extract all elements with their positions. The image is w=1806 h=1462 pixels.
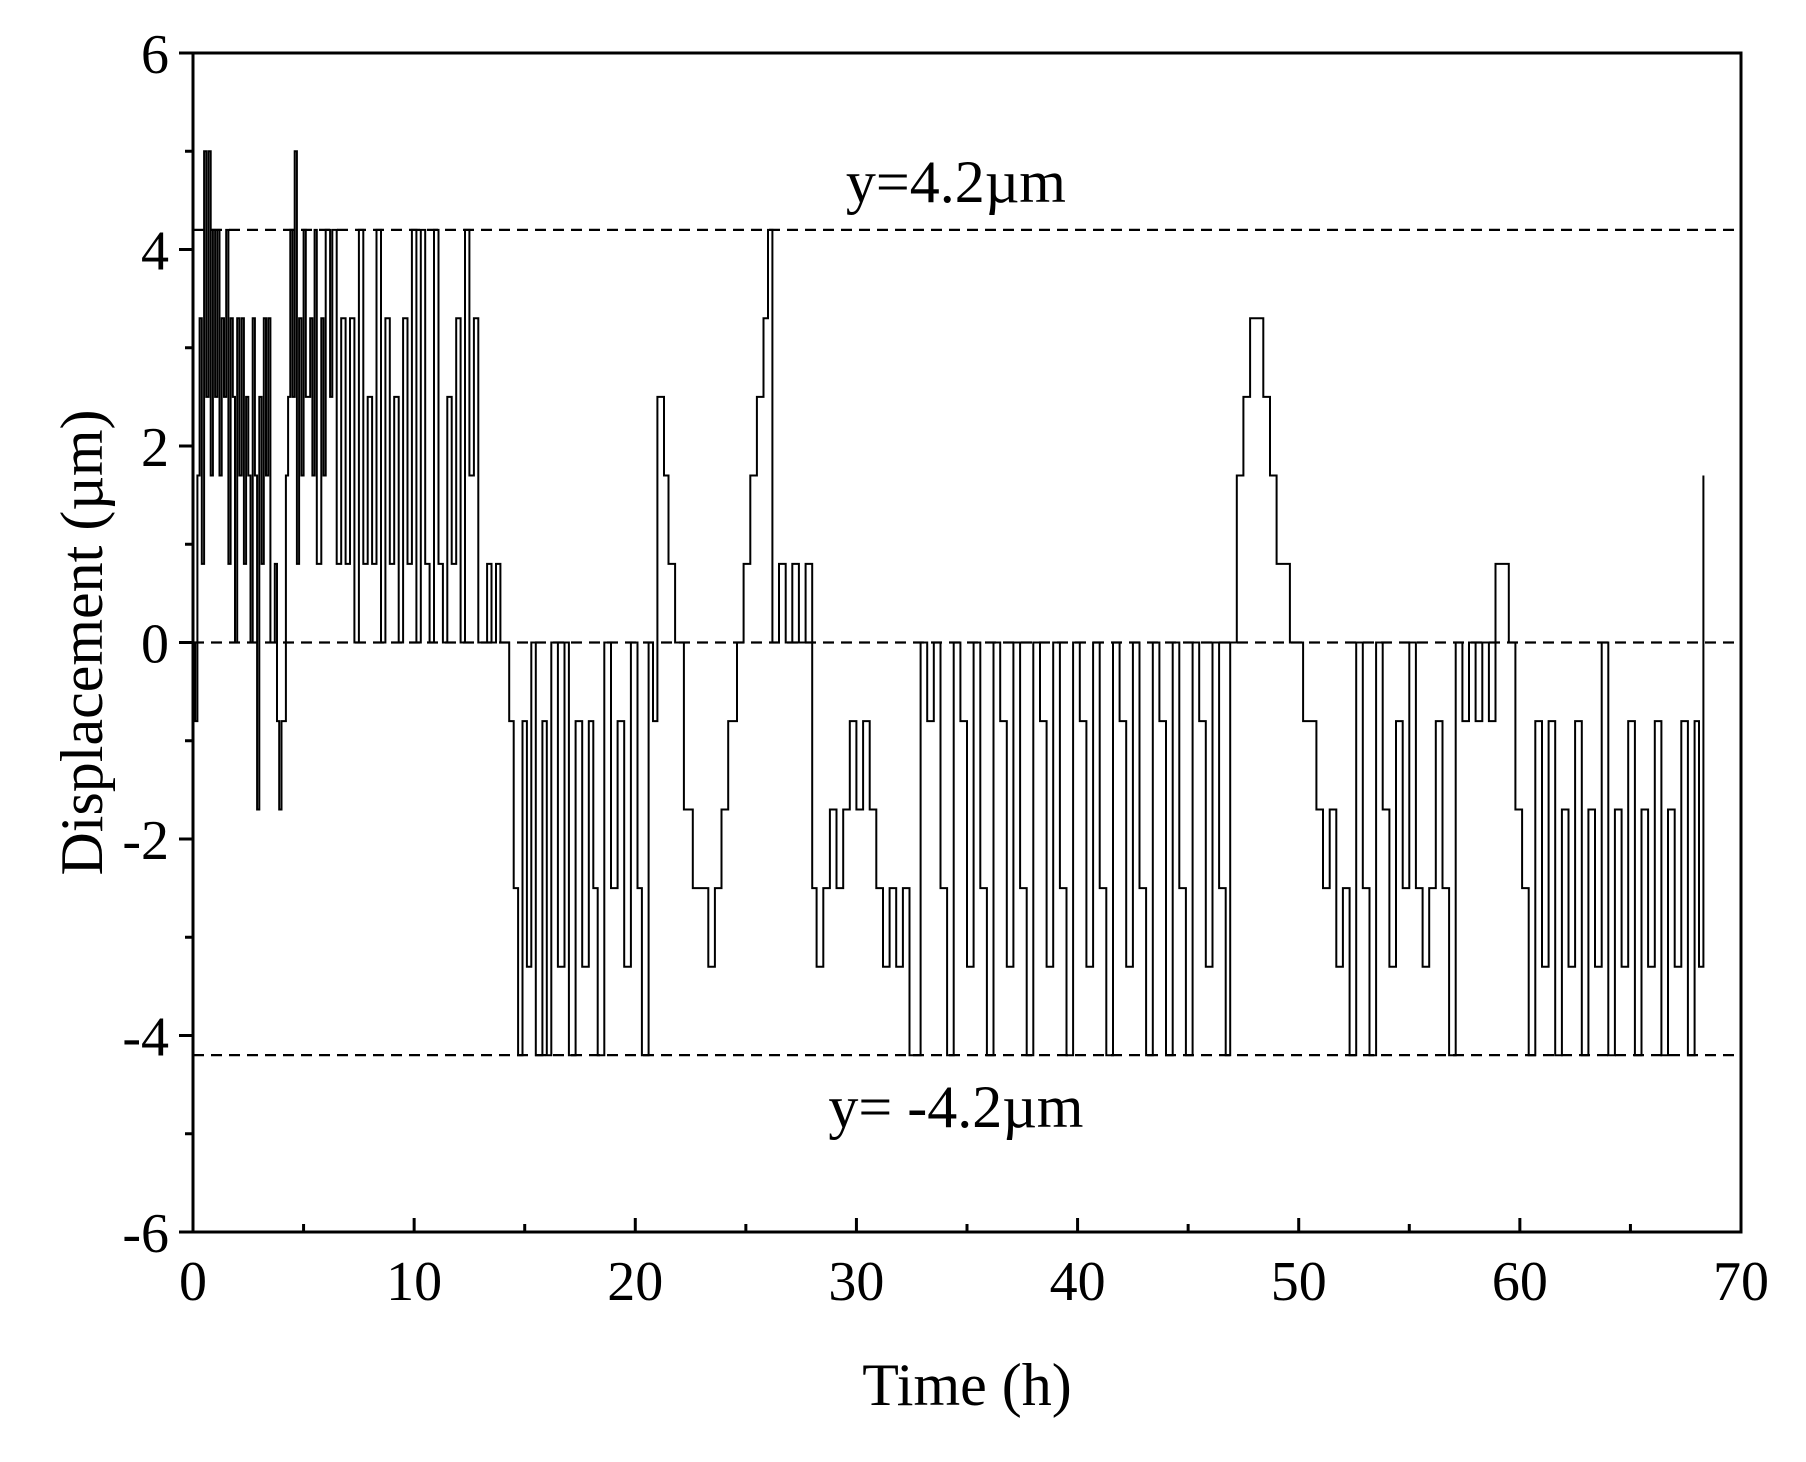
y-tick-label-6: 6 <box>141 24 169 86</box>
x-tick-label-50: 50 <box>1271 1251 1327 1313</box>
y-axis-title: Displacement (µm) <box>49 409 115 875</box>
x-tick-label-60: 60 <box>1492 1251 1548 1313</box>
reference-label-2: y= -4.2µm <box>828 1074 1083 1140</box>
y-tick-label-4: 4 <box>141 221 169 283</box>
series-group <box>193 150 1705 1057</box>
y-tick-label--6: -6 <box>122 1203 169 1265</box>
x-tick-label-20: 20 <box>607 1251 663 1313</box>
y-tick-label--2: -2 <box>122 810 169 872</box>
x-tick-label-40: 40 <box>1050 1251 1106 1313</box>
x-axis-ticks: 0 10 20 30 40 50 60 70 <box>179 1218 1769 1313</box>
reference-label-0: y=4.2µm <box>846 149 1066 215</box>
series-line-0 <box>193 150 1705 1057</box>
reference-labels-group: y=4.2µm y= -4.2µm <box>828 149 1083 1140</box>
x-tick-label-70: 70 <box>1713 1251 1769 1313</box>
reference-lines-group <box>193 228 1741 1057</box>
y-tick-label--4: -4 <box>122 1007 169 1069</box>
x-tick-label-0: 0 <box>179 1251 207 1313</box>
x-axis-title: Time (h) <box>862 1352 1071 1418</box>
y-tick-label-2: 2 <box>141 417 169 479</box>
x-tick-label-10: 10 <box>386 1251 442 1313</box>
y-axis-ticks: -6 -4 -2 0 2 4 6 <box>122 24 193 1265</box>
y-tick-label-0: 0 <box>141 614 169 676</box>
x-tick-label-30: 30 <box>828 1251 884 1313</box>
